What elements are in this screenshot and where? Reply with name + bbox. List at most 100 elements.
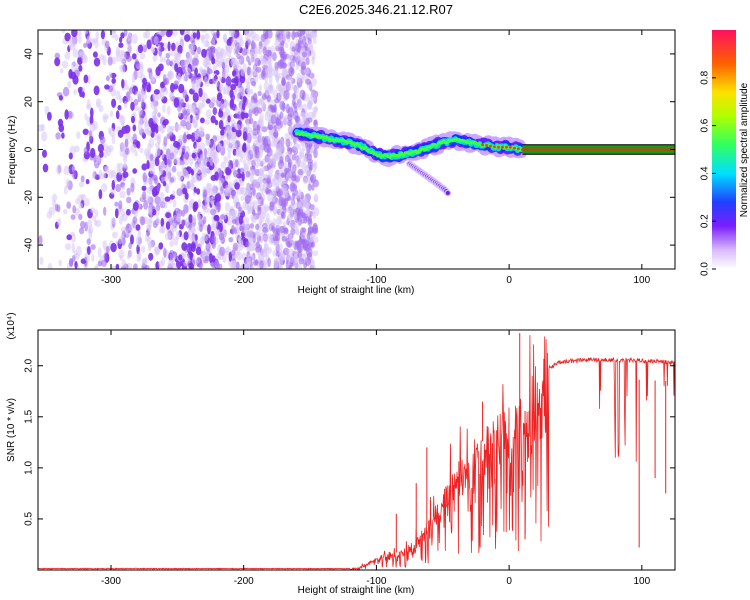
colorbar-tick-label: 0.2 [700,214,711,228]
noise-blob [240,222,247,234]
noise-blob [257,206,262,216]
noise-blob [280,173,286,179]
noise-blob [302,177,309,185]
noise-blob [215,59,220,68]
noise-blob [238,206,242,212]
noise-blob [241,171,245,182]
noise-blob [304,257,312,267]
noise-blob [212,107,218,115]
noise-blob [267,257,271,268]
noise-blob [301,163,308,174]
noise-blob [230,260,237,268]
branch-point [445,190,450,196]
noise-blob [103,206,107,216]
noise-blob [280,251,285,261]
noise-blob [174,52,178,63]
noise-blob [266,94,271,103]
signal-track-peak [489,144,492,148]
noise-blob [80,220,86,229]
noise-blob [228,131,232,141]
colorbar-label: Normalized spectral amplitude [739,82,750,217]
noise-blob [156,146,161,157]
noise-blob [176,213,182,223]
noise-blob [303,68,310,74]
y-tick-label: -20 [24,190,35,205]
noise-blob [142,191,147,201]
noise-blob [176,188,183,197]
noise-blob [184,192,189,200]
noise-blob [308,141,312,150]
noise-blob [177,72,181,83]
noise-blob [163,136,168,147]
noise-blob [313,148,318,159]
x-tick-label: 0 [506,275,512,286]
noise-blob [204,255,210,262]
snr-y-axis-label: SNR (10 * v/v) [6,398,17,462]
noise-blob [255,223,260,230]
noise-blob [110,30,117,35]
noise-blob [201,48,207,58]
noise-blob [121,78,125,89]
noise-blob [295,63,300,70]
noise-blob [162,56,167,63]
noise-blob [92,51,98,58]
noise-blob [124,138,129,148]
x-tick-label: 0 [506,576,512,587]
noise-blob [289,182,296,192]
noise-blob [283,247,290,256]
noise-blob [80,175,85,183]
noise-blob [139,52,146,60]
snr-series-line [38,335,675,570]
noise-blob [295,156,301,166]
noise-blob [78,227,85,235]
noise-blob [118,250,125,259]
noise-blob [231,70,237,77]
noise-blob [291,46,296,52]
noise-blob [267,55,273,64]
colorbar-ticks: 0.0 0.2 0.4 0.6 0.8 [700,70,716,276]
noise-blob [212,191,216,200]
noise-blob [95,31,100,40]
noise-blob [121,64,126,74]
noise-blob [126,228,133,236]
noise-blob [299,112,306,118]
noise-blob [57,118,64,127]
noise-blob [54,57,61,67]
noise-blob [293,141,299,152]
noise-blob [124,100,128,109]
noise-blob [173,156,180,164]
noise-blob [74,250,78,258]
noise-blob [227,150,231,160]
noise-blob [98,105,104,113]
noise-blob [125,84,129,91]
noise-blob [260,57,266,66]
noise-blob [109,110,114,118]
noise-blob [218,109,224,118]
noise-blob [173,140,179,148]
noise-blob [224,175,229,182]
noise-blob [237,238,244,249]
noise-blob [135,90,141,97]
noise-blob [255,66,262,73]
noise-blob [58,259,62,267]
noise-blob [155,66,161,77]
noise-blob [130,182,135,193]
noise-blob [196,256,201,264]
noise-blob [183,231,189,241]
noise-blob [251,41,256,50]
figure-title: C2E6.2025.346.21.12.R07 [299,2,453,17]
noise-blob [258,84,262,92]
noise-blob [171,165,177,173]
noise-blob [266,212,270,223]
noise-blob [301,51,307,58]
noise-blob [220,214,225,220]
noise-blob [68,257,74,267]
noise-blob [208,50,213,61]
noise-blob [139,61,144,70]
noise-blob [57,218,62,226]
noise-blob [254,34,260,42]
noise-blob [182,110,188,120]
noise-blob [211,77,217,85]
noise-blob [202,216,207,225]
noise-blob [302,227,306,233]
